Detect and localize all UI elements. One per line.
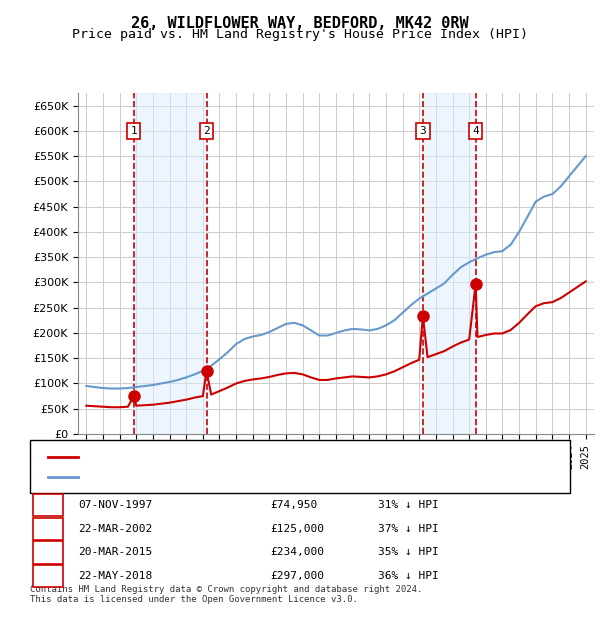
- Text: 4: 4: [44, 571, 52, 581]
- Text: 22-MAY-2018: 22-MAY-2018: [78, 571, 152, 581]
- Text: 3: 3: [44, 547, 52, 557]
- Text: £297,000: £297,000: [270, 571, 324, 581]
- Text: 07-NOV-1997: 07-NOV-1997: [78, 500, 152, 510]
- Text: 1: 1: [44, 500, 52, 510]
- Text: 20-MAR-2015: 20-MAR-2015: [78, 547, 152, 557]
- Bar: [134, 93, 206, 434]
- Text: 26, WILDFLOWER WAY, BEDFORD, MK42 0RW (detached house): 26, WILDFLOWER WAY, BEDFORD, MK42 0RW (d…: [84, 452, 421, 462]
- Bar: [423, 93, 476, 434]
- Text: £74,950: £74,950: [270, 500, 317, 510]
- Text: 2: 2: [44, 524, 52, 534]
- Text: Contains HM Land Registry data © Crown copyright and database right 2024.
This d: Contains HM Land Registry data © Crown c…: [30, 585, 422, 604]
- Text: 35% ↓ HPI: 35% ↓ HPI: [378, 547, 439, 557]
- Text: 1: 1: [130, 126, 137, 136]
- Text: £234,000: £234,000: [270, 547, 324, 557]
- Text: HPI: Average price, detached house, Bedford: HPI: Average price, detached house, Bedf…: [84, 472, 353, 482]
- Text: Price paid vs. HM Land Registry's House Price Index (HPI): Price paid vs. HM Land Registry's House …: [72, 28, 528, 41]
- Text: £125,000: £125,000: [270, 524, 324, 534]
- Text: 22-MAR-2002: 22-MAR-2002: [78, 524, 152, 534]
- Text: 4: 4: [472, 126, 479, 136]
- Text: 37% ↓ HPI: 37% ↓ HPI: [378, 524, 439, 534]
- Text: 3: 3: [419, 126, 426, 136]
- Text: 2: 2: [203, 126, 210, 136]
- Text: 31% ↓ HPI: 31% ↓ HPI: [378, 500, 439, 510]
- Text: 36% ↓ HPI: 36% ↓ HPI: [378, 571, 439, 581]
- Text: 26, WILDFLOWER WAY, BEDFORD, MK42 0RW: 26, WILDFLOWER WAY, BEDFORD, MK42 0RW: [131, 16, 469, 30]
